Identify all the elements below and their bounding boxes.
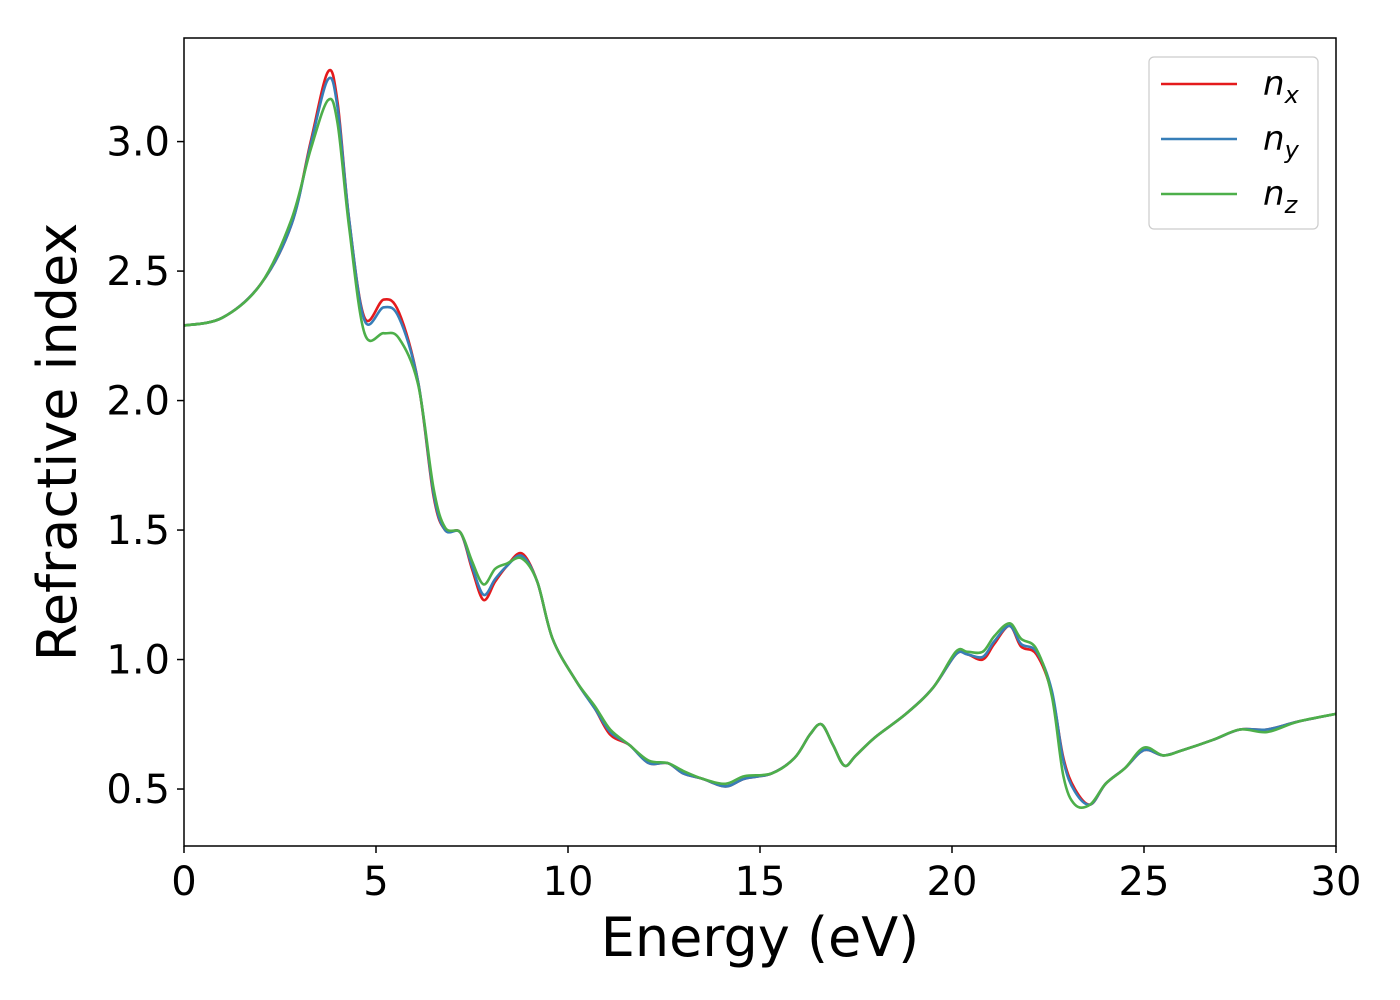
x-tick-label: 5	[363, 859, 388, 905]
y-tick-label: 1.5	[106, 508, 170, 554]
x-tick-label: 25	[1119, 859, 1170, 905]
series-line-ny	[183, 76, 1337, 807]
x-tick-label: 15	[735, 859, 786, 905]
legend-label-nz: nz	[1263, 174, 1299, 219]
x-axis-ticks: 0 5 10 15 20 25 30	[171, 846, 1361, 905]
series-line-nz	[183, 97, 1337, 809]
y-tick-label: 2.5	[106, 249, 170, 295]
y-axis-label: Refractive index	[26, 223, 89, 662]
y-tick-label: 0.5	[106, 767, 170, 813]
legend-frame	[1148, 56, 1319, 230]
y-axis-ticks: 0.5 1.0 1.5 2.0 2.5 3.0	[106, 120, 184, 813]
y-tick-label: 3.0	[106, 120, 170, 166]
legend: nx ny nz	[1148, 56, 1319, 230]
x-tick-label: 20	[927, 859, 978, 905]
x-tick-label: 30	[1311, 859, 1362, 905]
x-axis-label: Energy (eV)	[601, 906, 920, 969]
y-tick-label: 2.0	[106, 379, 170, 425]
x-tick-label: 10	[543, 859, 594, 905]
legend-label-ny: ny	[1263, 119, 1300, 164]
legend-label-nx: nx	[1263, 64, 1300, 109]
x-tick-label: 0	[171, 859, 196, 905]
series-layer	[183, 68, 1337, 809]
y-tick-label: 1.0	[106, 638, 170, 684]
